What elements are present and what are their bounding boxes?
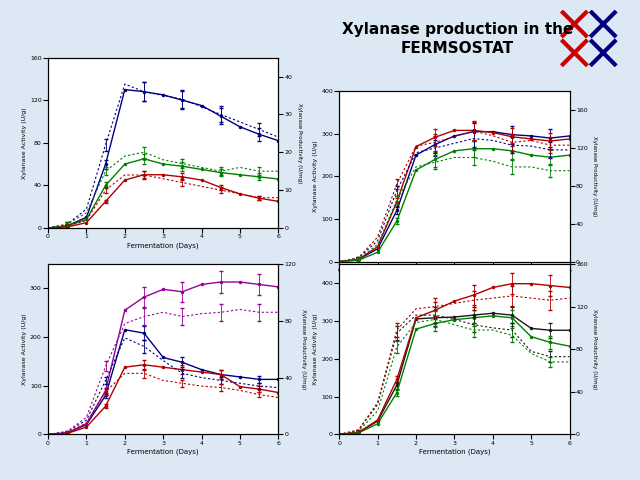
Y-axis label: Xylanase Productivity (U/mg): Xylanase Productivity (U/mg) — [297, 103, 301, 183]
Y-axis label: Xylanase Activity (U/g): Xylanase Activity (U/g) — [22, 313, 28, 385]
X-axis label: Fermentation (Days): Fermentation (Days) — [419, 448, 490, 455]
Text: FERMSOSTAT: FERMSOSTAT — [401, 41, 514, 56]
X-axis label: Fermentation (Days): Fermentation (Days) — [419, 276, 490, 282]
Y-axis label: Xylanase Productivity (U/mg): Xylanase Productivity (U/mg) — [592, 309, 596, 389]
Y-axis label: Xylanase Activity (U/g): Xylanase Activity (U/g) — [314, 313, 319, 385]
Text: Xylanase production in the: Xylanase production in the — [342, 22, 573, 36]
Y-axis label: Xylanase Productivity (U/mg): Xylanase Productivity (U/mg) — [592, 136, 596, 216]
Y-axis label: Xylanase Activity (U/g): Xylanase Activity (U/g) — [22, 107, 28, 179]
Y-axis label: Xylanase Activity (U/g): Xylanase Activity (U/g) — [314, 141, 319, 212]
Y-axis label: Xylanase Productivity (U/mg): Xylanase Productivity (U/mg) — [301, 309, 305, 389]
Legend: 0.5kg, 0.75kg, 1.0kg, Productivity For 0.5kg, Productivity For 0.75kg, Productiv: 0.5kg, 0.75kg, 1.0kg, Productivity For 0… — [79, 278, 248, 290]
Legend: 26°C, 30°C, 32°C, Productivity for 26°C, Productivity for 30°C, Productivity for: 26°C, 30°C, 32°C, Productivity for 26°C,… — [376, 312, 532, 324]
X-axis label: Fermentation (Days): Fermentation (Days) — [127, 448, 199, 455]
X-axis label: Fermentation (Days): Fermentation (Days) — [127, 242, 199, 249]
